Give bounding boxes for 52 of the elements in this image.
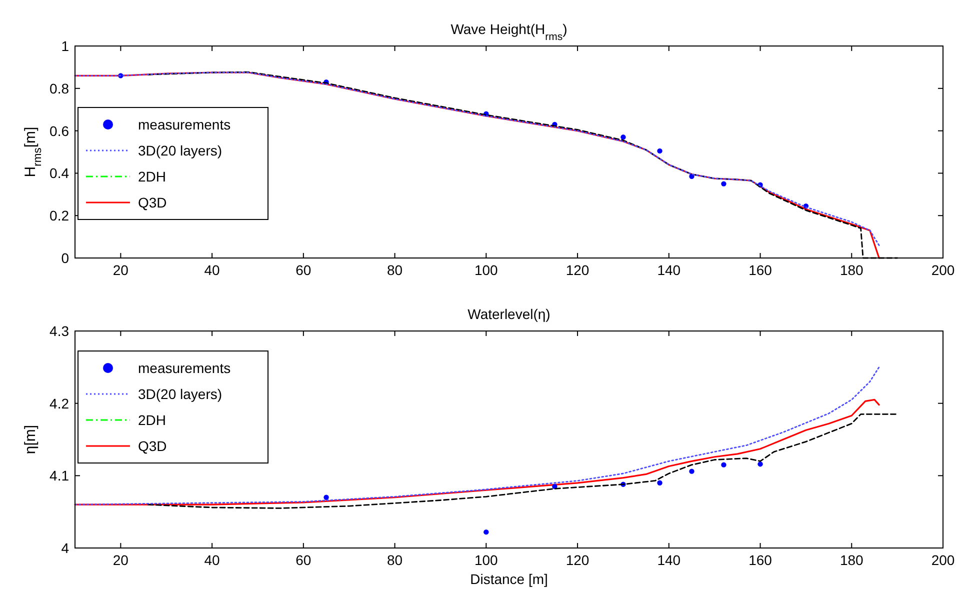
y-tick-label: 4.2: [50, 395, 70, 412]
point: [758, 461, 763, 467]
y-axis-title: η[m]: [22, 424, 39, 454]
x-tick-label: 40: [204, 552, 220, 568]
x-tick-label: 180: [840, 262, 864, 278]
legend-label: 3D(20 layers): [138, 142, 222, 158]
legend-label: Q3D: [138, 438, 167, 454]
legend-label: 3D(20 layers): [138, 386, 222, 402]
y-tick-label: 0: [61, 250, 70, 266]
chart-title: Waterlevel(η): [468, 306, 550, 322]
x-tick-label: 80: [387, 262, 403, 278]
chart-title: Wave Height(H$_{rms}$): [450, 21, 568, 43]
legend-label: Q3D: [138, 194, 167, 210]
x-axis-title: Distance [m]: [470, 571, 548, 587]
y-tick-label: 0.2: [50, 208, 70, 224]
legend-label: 2DH: [138, 168, 166, 184]
x-tick-label: 200: [931, 552, 955, 568]
x-tick-label: 200: [931, 262, 955, 278]
x-tick-label: 20: [112, 262, 129, 278]
y-tick-label: 4.1: [50, 468, 70, 484]
x-tick-label: 160: [748, 262, 772, 278]
point: [689, 468, 694, 474]
legend-label: measurements: [138, 116, 231, 132]
y-tick-label: 4: [61, 540, 70, 556]
y-tick-label: 0.4: [50, 165, 70, 182]
x-tick-label: 160: [748, 552, 772, 568]
line-series: [74, 366, 880, 506]
point: [721, 181, 726, 186]
x-tick-label: 40: [204, 262, 220, 278]
legend-label: measurements: [138, 360, 231, 376]
x-tick-label: 100: [474, 262, 498, 278]
x-tick-label: 60: [296, 262, 312, 278]
point: [620, 134, 626, 140]
y-tick-label: 1: [61, 38, 70, 54]
x-tick-label: 180: [840, 552, 864, 568]
point: [657, 480, 662, 486]
x-tick-label: 80: [387, 552, 403, 568]
y-tick-label: 4.3: [50, 323, 70, 339]
legend-label: 2DH: [138, 412, 166, 428]
point: [721, 462, 726, 468]
x-tick-label: 100: [474, 552, 498, 568]
x-tick-label: 140: [657, 262, 681, 278]
point: [657, 148, 662, 154]
x-tick-label: 120: [566, 552, 590, 568]
x-tick-label: 20: [112, 552, 129, 568]
y-tick-label: 0.6: [50, 122, 70, 139]
x-tick-label: 140: [657, 552, 681, 568]
point: [484, 529, 489, 535]
y-tick-label: 0.8: [50, 80, 70, 96]
x-tick-label: 120: [566, 262, 590, 278]
point: [324, 494, 329, 500]
x-tick-label: 60: [296, 552, 312, 568]
